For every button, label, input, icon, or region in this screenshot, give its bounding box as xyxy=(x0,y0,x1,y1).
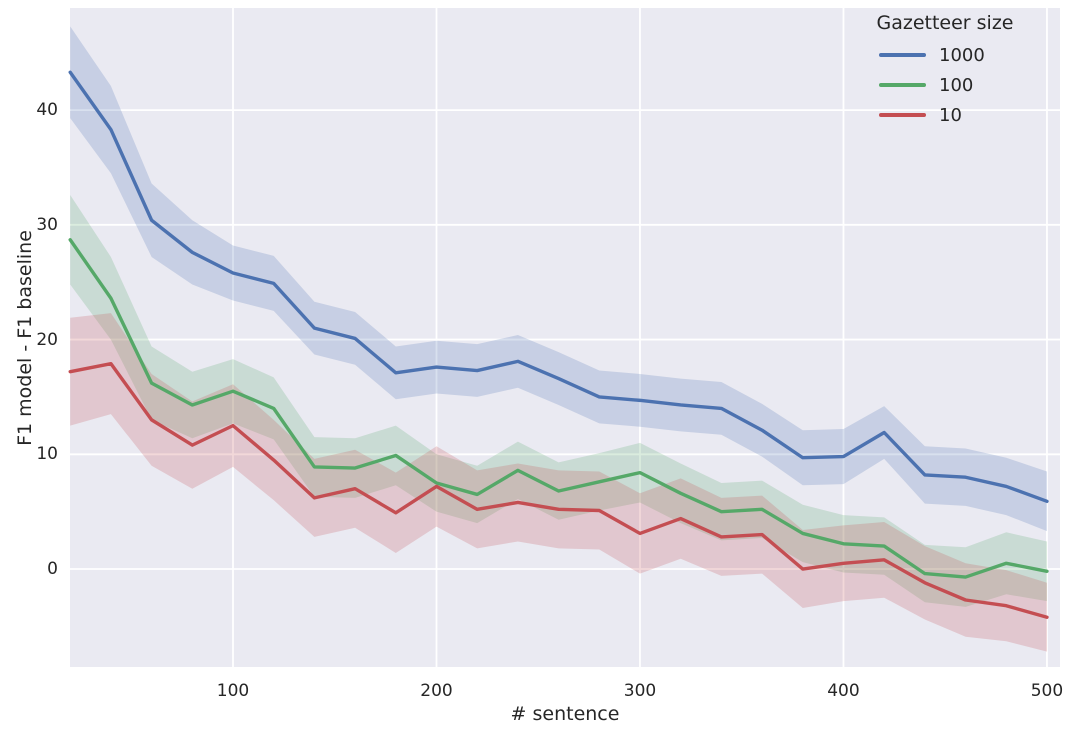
legend-title: Gazetteer size xyxy=(876,12,1014,34)
legend-item-100: 100 xyxy=(845,70,1045,100)
legend-label-100: 100 xyxy=(939,74,974,96)
y-tick-label-40: 40 xyxy=(36,100,58,121)
x-tick-label-200: 200 xyxy=(420,681,453,701)
legend: Gazetteer size 1000 100 10 xyxy=(845,12,1045,130)
legend-label-1000: 1000 xyxy=(939,44,985,66)
legend-line-swatch-10 xyxy=(879,113,926,117)
legend-item-10: 10 xyxy=(845,100,1045,130)
x-tick-label-400: 400 xyxy=(827,681,860,701)
y-axis-label: F1 model - F1 baseline xyxy=(14,230,36,446)
x-tick-label-500: 500 xyxy=(1030,681,1064,701)
legend-label-10: 10 xyxy=(939,104,962,126)
series-band-1000 xyxy=(70,26,1047,532)
y-tick-label-0: 0 xyxy=(47,559,58,580)
series-line-100 xyxy=(68,238,1049,579)
legend-line-swatch-1000 xyxy=(879,53,926,57)
x-tick-label-300: 300 xyxy=(623,681,657,701)
y-tick-label-30: 30 xyxy=(36,214,58,235)
series-line-10 xyxy=(68,361,1049,619)
series-band-100 xyxy=(70,195,1047,607)
y-tick-label-10: 10 xyxy=(36,444,58,465)
x-axis-label: # sentence xyxy=(510,703,620,725)
legend-item-1000: 1000 xyxy=(845,40,1045,70)
series-line-1000 xyxy=(68,70,1049,504)
legend-line-swatch-100 xyxy=(879,83,926,87)
x-tick-label-100: 100 xyxy=(216,681,250,701)
plot-area xyxy=(70,8,1060,667)
y-tick-label-20: 20 xyxy=(36,329,58,350)
